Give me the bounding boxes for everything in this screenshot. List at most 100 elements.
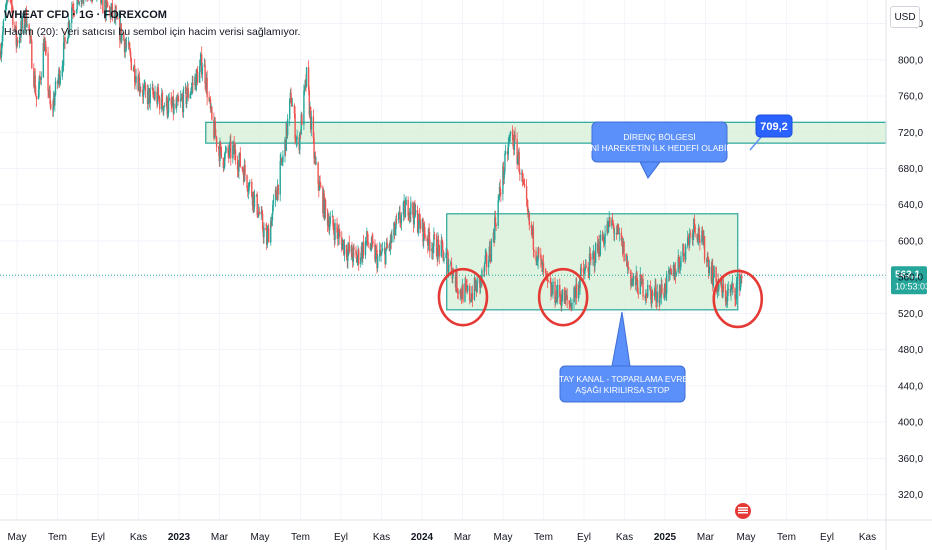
price-tick-label: 400,0 (898, 418, 923, 429)
candle-body (594, 243, 597, 263)
candle-body (280, 158, 283, 163)
volume-note: Hacim (20): Veri satıcısı bu sembol için… (4, 26, 301, 38)
target-price-tag: 709,2 (749, 114, 793, 151)
candle-body (402, 202, 405, 215)
callout-box (559, 365, 686, 403)
candle-body (669, 268, 671, 275)
candle-body (15, 26, 17, 46)
candle-body (339, 232, 341, 238)
candle-body (447, 252, 449, 273)
time-tick-label: Mar (211, 532, 229, 543)
candle-body (385, 249, 387, 264)
candle-body (442, 250, 445, 262)
symbol-title[interactable]: WHEAT CFD · 1G · FOREXCOM (4, 9, 167, 21)
candle-body (10, 2, 13, 6)
candle-body (154, 91, 156, 99)
candle-body (611, 219, 613, 226)
candle-body (500, 193, 502, 195)
candle-body (34, 75, 36, 94)
candle-body (519, 172, 521, 175)
time-tick-label: May (737, 532, 756, 543)
candle-body (244, 165, 246, 176)
candle-body (499, 186, 501, 194)
candle-body (324, 200, 327, 211)
candle-body (364, 241, 367, 256)
candle-body (338, 230, 340, 233)
candle-body (677, 257, 679, 273)
candle-body (616, 225, 618, 235)
candle-body (495, 224, 497, 226)
candle-body (579, 278, 581, 289)
candle-body (618, 232, 621, 234)
candle-body (54, 81, 57, 96)
candle-body (689, 233, 692, 235)
candle-body (329, 216, 332, 224)
candle-body (224, 151, 227, 154)
candle-body (285, 122, 288, 151)
candle-body (426, 238, 428, 242)
candle-body (168, 98, 170, 101)
candle-body (130, 58, 133, 70)
candle-body (187, 88, 189, 99)
candle-body (611, 219, 614, 223)
target-tag-box (755, 114, 793, 138)
candle-body (637, 292, 639, 295)
candle-body (443, 258, 445, 262)
candle-body (43, 44, 46, 51)
candle-body (502, 166, 504, 195)
candle-body (47, 52, 49, 92)
candle-body (689, 233, 691, 244)
candle-body (246, 175, 248, 188)
candle-body (192, 82, 194, 86)
candle-body (180, 98, 182, 102)
callout-text: YENİ HAREKETİN İLK HEDEFİ OLABİLİR (579, 143, 739, 153)
candle-body (318, 181, 321, 191)
candle-body (741, 275, 743, 279)
candle-body (538, 248, 540, 254)
candle-body (720, 279, 723, 289)
candle-body (115, 12, 117, 20)
candle-body (620, 232, 623, 241)
candle-body (49, 90, 51, 105)
candle-body (508, 139, 510, 145)
candle-body (348, 243, 350, 253)
candle-body (623, 242, 625, 261)
candle-body (186, 97, 188, 104)
candle-body (106, 0, 108, 3)
candle-body (418, 213, 420, 228)
candle-body (504, 153, 506, 172)
candle-body (670, 268, 672, 271)
candle-body (433, 234, 436, 237)
time-tick-label: Eyl (334, 532, 348, 543)
candle-body (609, 217, 611, 226)
price-tick-label: 360,0 (898, 454, 923, 465)
candle-body (54, 95, 56, 106)
price-tick-label: 440,0 (898, 381, 923, 392)
candle-body (332, 225, 335, 231)
candle-body (498, 196, 500, 201)
candle-body (636, 280, 639, 293)
candle-body (247, 187, 249, 192)
us-flag-icon[interactable] (734, 502, 752, 520)
candle-body (490, 240, 493, 262)
candle-body (675, 272, 677, 277)
candle-body (303, 90, 305, 125)
currency-button[interactable]: USD (890, 6, 920, 28)
candle-body (239, 152, 241, 167)
candle-body (129, 48, 131, 52)
candle-body (38, 76, 40, 90)
candle-body (735, 283, 738, 299)
candle-body (69, 23, 71, 30)
time-tick-label: Tem (534, 532, 553, 543)
candle-body (23, 16, 26, 28)
candle-body (678, 261, 681, 269)
candle-body (471, 293, 474, 300)
time-tick-label: May (494, 532, 513, 543)
price-tick-label: 480,0 (898, 345, 923, 356)
time-tick-label: Mar (697, 532, 715, 543)
time-tick-label: Eyl (577, 532, 591, 543)
candle-body (76, 0, 78, 10)
candle-body (523, 184, 526, 187)
